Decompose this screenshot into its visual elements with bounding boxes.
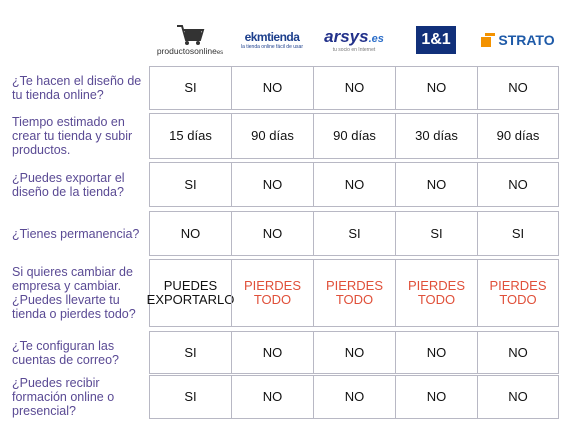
logo: 1&1 — [395, 18, 477, 62]
logo-tagline: tu socio en Internet — [332, 47, 376, 53]
answer-cell: NO — [395, 66, 478, 110]
answer-cell: NO — [313, 331, 396, 374]
answer-cell: NO — [313, 66, 396, 110]
answer-cell: NO — [149, 211, 232, 256]
answer-cell: NO — [313, 162, 396, 207]
answer-cell: NO — [395, 375, 478, 419]
logo-suffix: .es — [368, 33, 384, 45]
logo: STRATO — [477, 18, 559, 62]
logo-icon — [481, 33, 496, 47]
logo: ekmtienda la tienda online fácil de usar — [231, 18, 313, 62]
answer-cell: SI — [477, 211, 559, 256]
answer-cell: SI — [313, 211, 396, 256]
cart-icon — [177, 25, 205, 45]
answer-cell: NO — [477, 331, 559, 374]
answer-cell: NO — [395, 162, 478, 207]
answer-cell: PUEDES EXPORTARLO — [147, 259, 234, 327]
answer-cell: NO — [477, 162, 559, 207]
logo-text: arsys — [324, 27, 369, 46]
logo-suffix: es — [216, 50, 224, 56]
question: ¿Te hacen el diseño de tu tienda online? — [12, 74, 142, 102]
logo: arsys.es tu socio en Internet — [313, 18, 395, 62]
answer-cell: 15 días — [149, 113, 232, 159]
answer-cell: NO — [231, 331, 314, 374]
question: ¿Puedes exportar el diseño de la tienda? — [12, 170, 125, 199]
answer-cell: NO — [477, 66, 559, 110]
logo-text: STRATO — [498, 32, 555, 48]
answer-cell: NO — [395, 331, 478, 374]
logo-text: ekmtienda — [244, 30, 300, 44]
answer-cell: 90 días — [477, 113, 559, 159]
logo: productosonlinees — [149, 18, 231, 62]
answer-cell: PIERDES TODO — [313, 259, 396, 327]
answer-cell: SI — [149, 66, 232, 110]
question: ¿Te configuran las cuentas de correo? — [12, 338, 120, 367]
question: Tiempo estimado en crear tu tienda y sub… — [12, 115, 133, 157]
answer-cell: 90 días — [313, 113, 396, 159]
answer-cell: SI — [395, 211, 478, 256]
logo-tagline: la tienda online fácil de usar — [241, 44, 303, 50]
answer-cell: NO — [231, 66, 314, 110]
answer-cell: NO — [313, 375, 396, 419]
question: ¿Puedes recibir formación online o prese… — [12, 376, 115, 418]
logo-text: productosonline — [156, 46, 217, 56]
answer-cell: NO — [231, 162, 314, 207]
answer-cell: SI — [149, 331, 232, 374]
question: ¿Tienes permanencia? — [12, 226, 140, 241]
answer-cell: SI — [149, 162, 232, 207]
answer-cell: NO — [231, 375, 314, 419]
answer-cell: PIERDES TODO — [477, 259, 559, 327]
answer-cell: SI — [149, 375, 232, 419]
question: Si quieres cambiar de empresa y cambiar.… — [12, 265, 136, 321]
answer-cell: 30 días — [395, 113, 478, 159]
answer-cell: PIERDES TODO — [231, 259, 314, 327]
answer-cell: 90 días — [231, 113, 314, 159]
answer-cell: NO — [231, 211, 314, 256]
answer-cell: PIERDES TODO — [395, 259, 478, 327]
answer-cell: NO — [477, 375, 559, 419]
logo-text: 1&1 — [416, 26, 456, 54]
